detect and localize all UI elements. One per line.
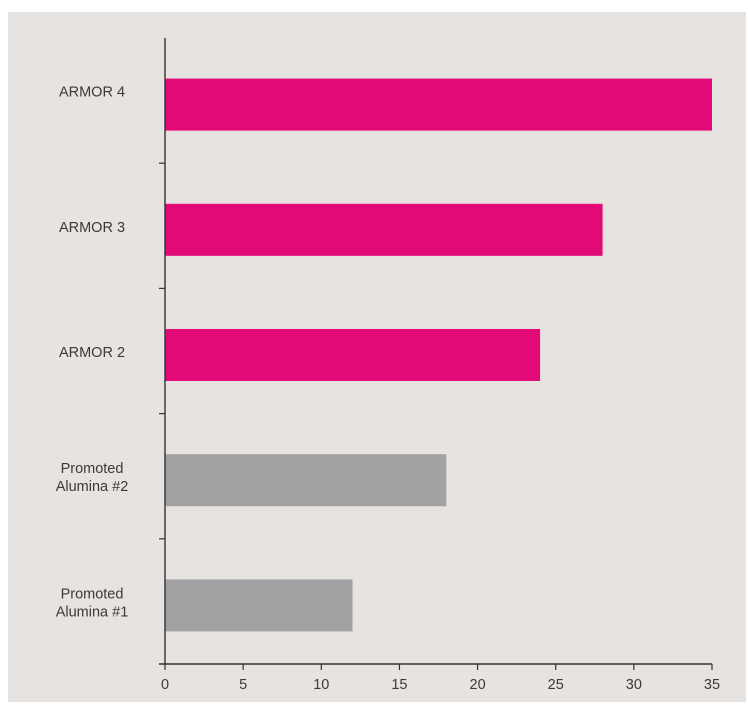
x-tick-label-0: 0	[161, 677, 169, 693]
category-label-3-line-1: ARMOR 2	[59, 345, 125, 361]
category-label-2-line-1: ARMOR 3	[59, 220, 125, 236]
bar-5	[165, 579, 353, 632]
bar-3	[165, 329, 541, 381]
x-tick-label-35: 35	[704, 677, 720, 693]
x-tick-label-20: 20	[470, 677, 486, 693]
category-label-5-line-1: Promoted	[61, 586, 124, 602]
category-label-5-line-2: Alumina #1	[56, 604, 129, 620]
category-label-4-line-1: Promoted	[61, 461, 124, 477]
bar-4	[165, 454, 447, 507]
bar-2	[165, 203, 603, 256]
x-tick-label-10: 10	[313, 677, 329, 693]
category-label-1-line-1: ARMOR 4	[59, 85, 125, 101]
x-tick-label-15: 15	[391, 677, 407, 693]
bar-1	[165, 78, 712, 131]
x-tick-label-5: 5	[239, 677, 247, 693]
x-tick-label-30: 30	[626, 677, 642, 693]
category-label-4-line-2: Alumina #2	[56, 479, 129, 495]
x-tick-label-25: 25	[548, 677, 564, 693]
